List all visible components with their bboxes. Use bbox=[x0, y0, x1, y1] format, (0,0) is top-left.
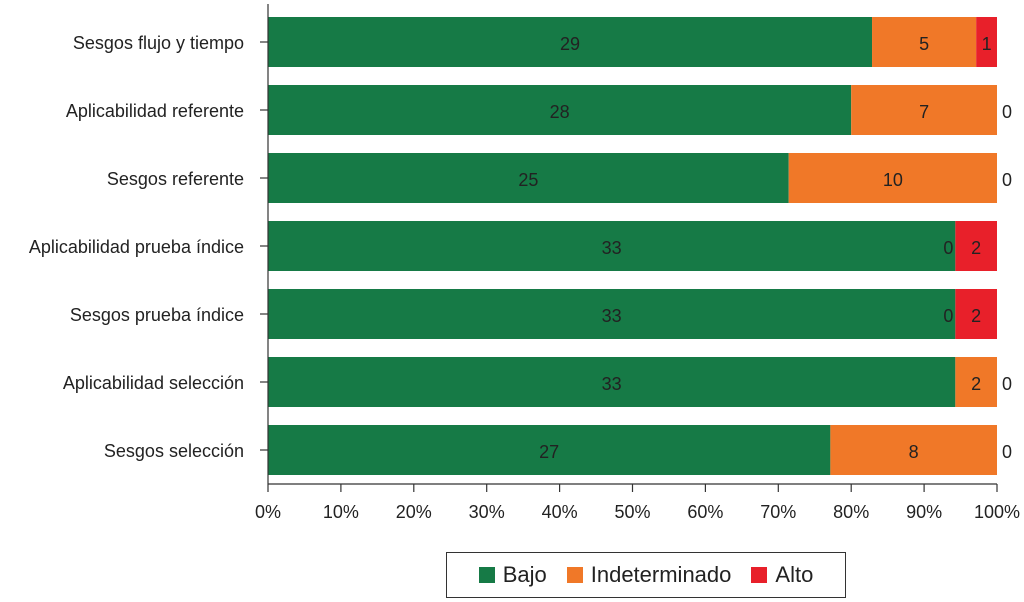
bar-indeterminado-sesgos-flujo-y-tiempo bbox=[872, 17, 977, 67]
bar-indeterminado-aplicabilidad-seleccion bbox=[955, 357, 997, 407]
data-label-bajo-sesgos-referente: 25 bbox=[518, 170, 538, 190]
data-label-indeterminado-aplicabilidad-seleccion: 2 bbox=[971, 374, 981, 394]
legend-item-bajo: Bajo bbox=[478, 562, 547, 588]
y-tick-label-sesgos-flujo-y-tiempo: Sesgos flujo y tiempo bbox=[73, 33, 244, 53]
x-tick-label-30: 30% bbox=[469, 502, 505, 522]
bar-indeterminado-sesgos-seleccion bbox=[830, 425, 997, 475]
x-tick-label-50: 50% bbox=[614, 502, 650, 522]
chart-legend: Bajo Indeterminado Alto bbox=[446, 552, 846, 598]
data-label-indeterminado-sesgos-flujo-y-tiempo: 5 bbox=[919, 34, 929, 54]
bar-indeterminado-sesgos-referente bbox=[788, 153, 997, 203]
data-label-bajo-aplicabilidad-seleccion: 33 bbox=[602, 374, 622, 394]
bar-bajo-aplicabilidad-prueba-indice bbox=[268, 221, 956, 271]
data-label-bajo-aplicabilidad-referente: 28 bbox=[550, 102, 570, 122]
data-label-alto-sesgos-prueba-indice: 2 bbox=[971, 306, 981, 326]
bar-bajo-aplicabilidad-referente bbox=[268, 85, 852, 135]
data-label-alto-aplicabilidad-seleccion: 0 bbox=[1002, 374, 1012, 394]
data-label-alto-sesgos-flujo-y-tiempo: 1 bbox=[982, 34, 992, 54]
x-tick-label-80: 80% bbox=[833, 502, 869, 522]
legend-item-alto: Alto bbox=[751, 562, 813, 588]
legend-label-indeterminado: Indeterminado bbox=[590, 562, 732, 587]
legend-swatch-alto bbox=[751, 567, 768, 583]
data-label-alto-aplicabilidad-referente: 0 bbox=[1002, 102, 1012, 122]
y-tick-label-sesgos-prueba-indice: Sesgos prueba índice bbox=[70, 305, 244, 325]
bar-bajo-sesgos-referente bbox=[268, 153, 789, 203]
legend-item-indeterminado: Indeterminado bbox=[566, 562, 732, 588]
y-tick-label-sesgos-referente: Sesgos referente bbox=[107, 169, 244, 189]
data-label-bajo-aplicabilidad-prueba-indice: 33 bbox=[602, 238, 622, 258]
data-label-alto-sesgos-seleccion: 0 bbox=[1002, 442, 1012, 462]
x-tick-label-40: 40% bbox=[542, 502, 578, 522]
bar-alto-sesgos-flujo-y-tiempo bbox=[976, 17, 997, 67]
y-tick-label-sesgos-seleccion: Sesgos selección bbox=[104, 441, 244, 461]
bar-bajo-aplicabilidad-seleccion bbox=[268, 357, 956, 407]
data-label-indeterminado-aplicabilidad-referente: 7 bbox=[919, 102, 929, 122]
y-tick-label-aplicabilidad-referente: Aplicabilidad referente bbox=[66, 101, 244, 121]
bar-alto-sesgos-prueba-indice bbox=[955, 289, 997, 339]
data-label-indeterminado-sesgos-seleccion: 8 bbox=[909, 442, 919, 462]
bar-alto-aplicabilidad-prueba-indice bbox=[955, 221, 997, 271]
x-tick-label-10: 10% bbox=[323, 502, 359, 522]
x-tick-label-70: 70% bbox=[760, 502, 796, 522]
data-label-bajo-sesgos-seleccion: 27 bbox=[539, 442, 559, 462]
data-label-indeterminado-sesgos-prueba-indice: 0 bbox=[943, 306, 953, 326]
legend-label-alto: Alto bbox=[775, 562, 814, 587]
x-tick-label-0: 0% bbox=[255, 502, 281, 522]
legend-swatch-indeterminado bbox=[566, 567, 583, 583]
legend-swatch-bajo bbox=[478, 567, 495, 583]
x-tick-label-20: 20% bbox=[396, 502, 432, 522]
data-label-alto-sesgos-referente: 0 bbox=[1002, 170, 1012, 190]
x-tick-label-60: 60% bbox=[687, 502, 723, 522]
y-tick-label-aplicabilidad-prueba-indice: Aplicabilidad prueba índice bbox=[29, 237, 244, 257]
data-label-alto-aplicabilidad-prueba-indice: 2 bbox=[971, 238, 981, 258]
bar-bajo-sesgos-seleccion bbox=[268, 425, 831, 475]
x-tick-label-90: 90% bbox=[906, 502, 942, 522]
legend-label-bajo: Bajo bbox=[502, 562, 547, 587]
y-tick-label-aplicabilidad-seleccion: Aplicabilidad selección bbox=[63, 373, 244, 393]
x-tick-label-100: 100% bbox=[974, 502, 1020, 522]
bar-bajo-sesgos-prueba-indice bbox=[268, 289, 956, 339]
data-label-indeterminado-sesgos-referente: 10 bbox=[883, 170, 903, 190]
data-label-bajo-sesgos-prueba-indice: 33 bbox=[602, 306, 622, 326]
data-label-bajo-sesgos-flujo-y-tiempo: 29 bbox=[560, 34, 580, 54]
bar-indeterminado-aplicabilidad-referente bbox=[851, 85, 997, 135]
bar-bajo-sesgos-flujo-y-tiempo bbox=[268, 17, 873, 67]
data-label-indeterminado-aplicabilidad-prueba-indice: 0 bbox=[943, 238, 953, 258]
